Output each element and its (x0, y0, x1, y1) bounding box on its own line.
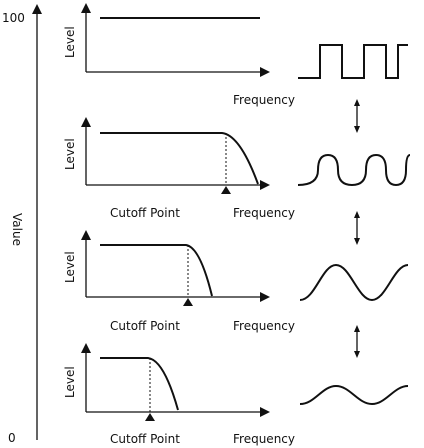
arrowhead (81, 3, 91, 13)
panel: Level Cutoff Point Frequency (63, 117, 411, 220)
arrowhead (81, 117, 91, 127)
arrowhead (354, 99, 360, 106)
waveform (299, 263, 409, 302)
x-label: Frequency (233, 432, 295, 446)
x-label: Frequency (233, 319, 295, 333)
panel: Level Cutoff Point Frequency (63, 230, 409, 333)
cutoff-marker (145, 413, 155, 421)
x-label: Frequency (233, 206, 295, 220)
x-label: Frequency (233, 93, 295, 107)
value-label: Value (10, 213, 24, 246)
arrowhead (260, 67, 270, 77)
waveform (299, 384, 409, 406)
response-curve (100, 132, 259, 185)
cutoff-label: Cutoff Point (110, 432, 180, 446)
response-curve (100, 244, 213, 297)
waveform (297, 153, 411, 187)
value-min: 0 (8, 431, 16, 445)
arrowhead (354, 351, 360, 358)
cutoff-label: Cutoff Point (110, 319, 180, 333)
arrowhead (81, 230, 91, 240)
y-label: Level (63, 26, 77, 58)
arrowhead (354, 325, 360, 332)
cutoff-label: Cutoff Point (110, 206, 180, 220)
arrowhead (354, 211, 360, 218)
waveform (298, 44, 408, 79)
arrowhead (81, 343, 91, 353)
response-curve (100, 357, 179, 411)
cutoff-marker (183, 298, 193, 306)
arrowhead (260, 292, 270, 302)
arrowhead (354, 126, 360, 133)
panel: Level Cutoff Point Frequency (63, 343, 409, 446)
arrowhead (32, 4, 42, 14)
y-label: Level (63, 251, 77, 283)
cutoff-marker (221, 186, 231, 194)
arrowhead (260, 180, 270, 190)
arrowhead (354, 238, 360, 245)
y-label: Level (63, 366, 77, 398)
value-max: 100 (2, 11, 25, 25)
transition-arrows (354, 99, 360, 358)
panel: Level Frequency (63, 3, 408, 107)
arrowhead (260, 407, 270, 417)
y-label: Level (63, 138, 77, 170)
